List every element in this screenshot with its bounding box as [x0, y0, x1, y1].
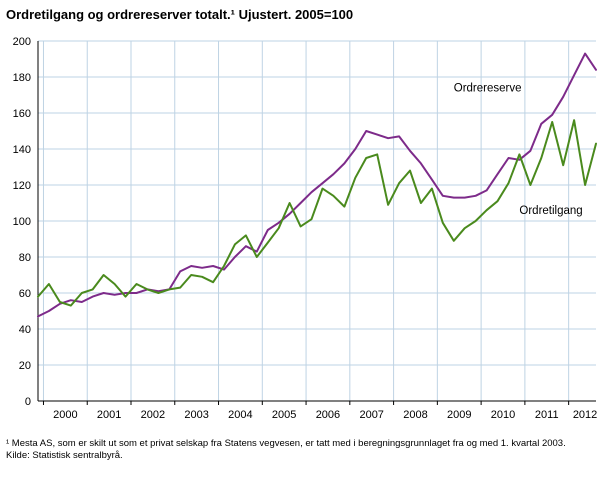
footnotes: ¹ Mesta AS, som er skilt ut som et priva… — [6, 438, 604, 463]
y-tick-label: 140 — [13, 144, 31, 156]
x-tick-label: 2002 — [141, 409, 165, 421]
y-tick-label: 100 — [13, 216, 31, 228]
series-label-ordretilgang: Ordretilgang — [519, 205, 582, 217]
x-tick-label: 2009 — [447, 409, 471, 421]
x-tick-label: 2012 — [573, 409, 597, 421]
x-tick-label: 2004 — [228, 409, 252, 421]
chart-title: Ordretilgang og ordrereserver totalt.¹ U… — [6, 7, 354, 22]
y-tick-label: 40 — [19, 324, 31, 336]
y-tick-label: 60 — [19, 288, 31, 300]
series-label-ordrereserve: Ordrereserve — [454, 82, 522, 94]
x-tick-label: 2000 — [53, 409, 77, 421]
x-tick-label: 2007 — [359, 409, 383, 421]
x-tick-label: 2001 — [97, 409, 121, 421]
source-text: Kilde: Statistisk sentralbyrå. — [6, 450, 123, 462]
x-tick-label: 2005 — [272, 409, 296, 421]
y-tick-label: 20 — [19, 360, 31, 372]
y-tick-label: 120 — [13, 180, 31, 192]
chart-svg: 0 20 40 60 80 100 120 140 160 180 200 2000 2001 2002 2… — [13, 36, 598, 421]
x-tick-label: 2008 — [403, 409, 427, 421]
y-tick-label: 80 — [19, 252, 31, 264]
y-tick-label: 200 — [13, 36, 31, 48]
x-tick-label: 2006 — [316, 409, 340, 421]
chart-page: Ordretilgang og ordrereserver totalt.¹ U… — [0, 7, 610, 488]
y-tick-label: 0 — [25, 396, 31, 408]
x-tick-label: 2010 — [491, 409, 515, 421]
series-line-ordretilgang — [37, 119, 597, 307]
y-tick-label: 160 — [13, 108, 31, 120]
x-tick-label: 2011 — [535, 409, 559, 421]
footnote-text: ¹ Mesta AS, som er skilt ut som et priva… — [6, 438, 566, 449]
x-tick-label: 2003 — [184, 409, 208, 421]
y-tick-label: 180 — [13, 72, 31, 84]
series-line-ordrereserve — [37, 52, 597, 318]
